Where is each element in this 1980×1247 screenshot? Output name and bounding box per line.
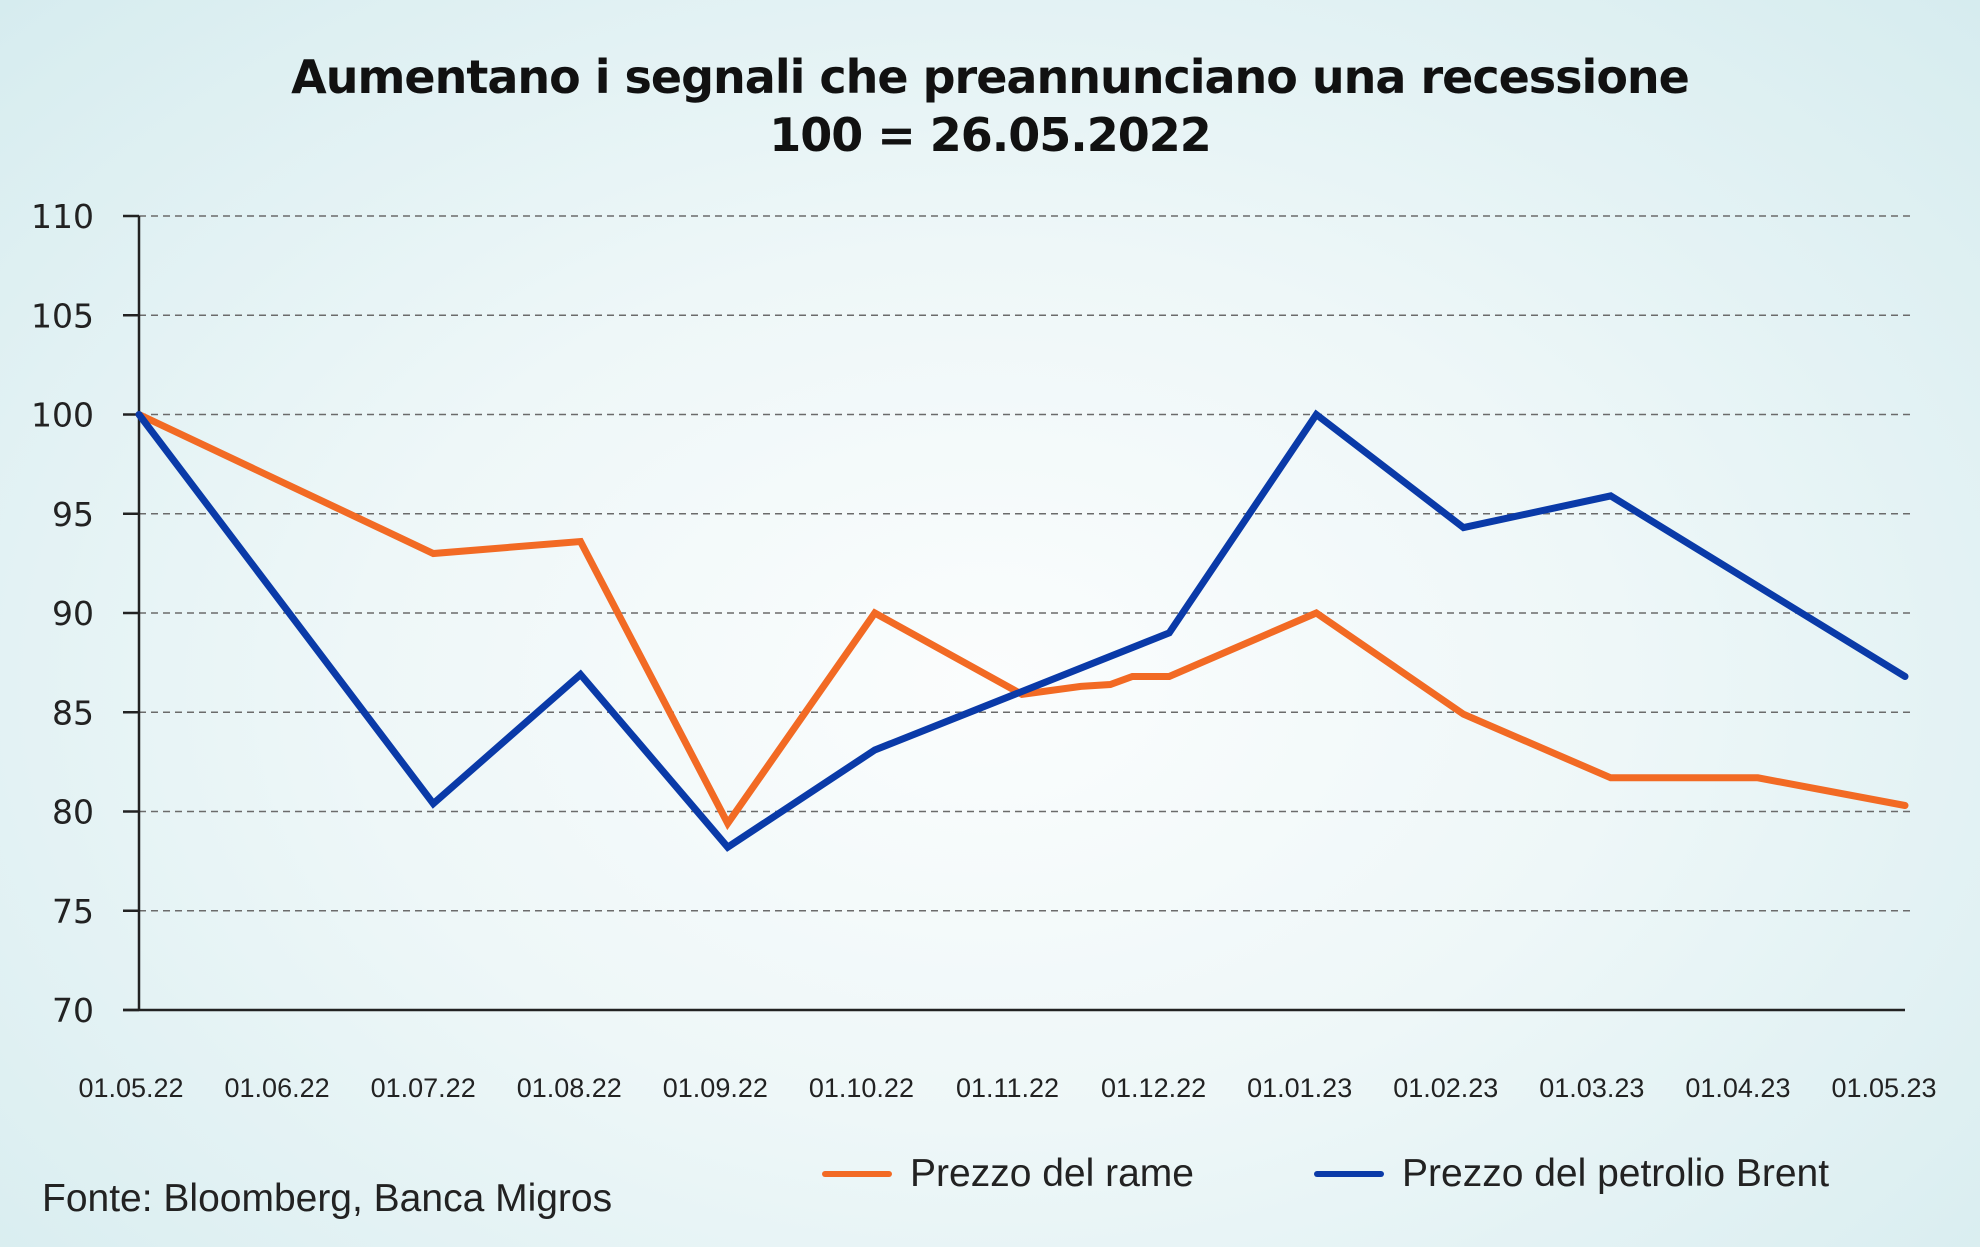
y-tick-label: 105 (31, 296, 94, 335)
chart-title-main: Aumentano i segnali che preannunciano un… (291, 50, 1690, 104)
legend-swatch-copper (822, 1171, 892, 1177)
x-tick-label: 01.02.23 (1393, 1073, 1498, 1103)
axes (123, 214, 1905, 1012)
legend-item-copper: Prezzo del rame (822, 1152, 1194, 1196)
legend-swatch-brent (1314, 1171, 1384, 1177)
y-tick-label: 90 (52, 594, 94, 633)
x-tick-label: 01.09.22 (663, 1073, 768, 1103)
y-tick-label: 110 (31, 197, 94, 236)
x-tick-label: 01.05.23 (1831, 1073, 1936, 1103)
x-axis-ticks: 01.05.22 01.06.22 01.07.22 01.08.22 01.09.22… (78, 1073, 1936, 1103)
x-tick-label: 01.03.23 (1539, 1073, 1644, 1103)
y-tick-label: 80 (52, 793, 94, 832)
legend-label-copper: Prezzo del rame (910, 1152, 1194, 1195)
y-axis-ticks: 110 105 100 95 90 85 80 75 70 (31, 197, 94, 1030)
legend-label-brent: Prezzo del petrolio Brent (1402, 1152, 1830, 1195)
x-tick-label: 01.07.22 (371, 1073, 476, 1103)
x-tick-label: 01.05.22 (78, 1073, 183, 1103)
y-tick-label: 100 (31, 396, 94, 435)
x-tick-label: 01.06.22 (225, 1073, 330, 1103)
y-tick-label: 75 (52, 892, 94, 931)
x-tick-label: 01.08.22 (517, 1073, 622, 1103)
chart-subtitle: 100 = 26.05.2022 (769, 108, 1212, 162)
source-note: Fonte: Bloomberg, Banca Migros (42, 1177, 613, 1220)
chart-title: Aumentano i segnali che preannunciano un… (0, 48, 1980, 164)
y-tick-label: 95 (52, 495, 94, 534)
x-tick-label: 01.11.22 (956, 1073, 1059, 1103)
x-tick-label: 01.12.22 (1101, 1073, 1206, 1103)
y-tick-label: 70 (52, 991, 94, 1030)
x-tick-label: 01.04.23 (1685, 1073, 1790, 1103)
series-lines (135, 409, 1909, 852)
x-tick-label: 01.01.23 (1247, 1073, 1352, 1103)
gridlines (139, 215, 1915, 912)
y-tick-label: 85 (52, 693, 94, 732)
series-line-brent (135, 409, 1909, 852)
legend-item-brent: Prezzo del petrolio Brent (1314, 1152, 1829, 1196)
x-tick-label: 01.10.22 (809, 1073, 914, 1103)
